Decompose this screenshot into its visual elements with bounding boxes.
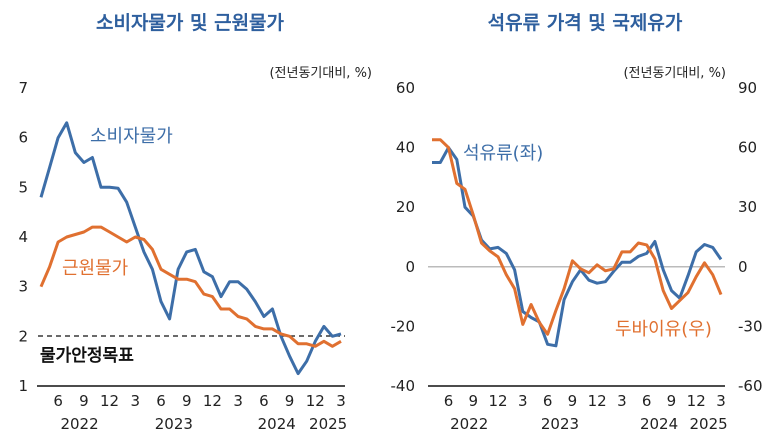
x-month-tick-label: 12 (687, 392, 706, 410)
x-month-tick-label: 9 (285, 392, 295, 410)
x-month-tick-label: 12 (100, 392, 119, 410)
x-month-tick-label: 3 (233, 392, 243, 410)
series-line-0-1 (39, 225, 342, 348)
x-month-tick-label: 6 (444, 392, 454, 410)
y-right-tick-label: 0 (738, 258, 748, 276)
x-month-tick-label: 12 (306, 392, 325, 410)
left-unit-label: (전년동기대비, %) (269, 66, 372, 81)
x-month-tick-label: 9 (182, 392, 192, 410)
x-month-tick-label: 3 (131, 392, 141, 410)
x-month-tick-label: 6 (259, 392, 269, 410)
x-month-tick-label: 6 (642, 392, 652, 410)
dubai-series-label: 두바이유(우) (615, 319, 712, 340)
y-tick-label: 5 (18, 178, 28, 196)
y-tick-label: 0 (405, 258, 415, 276)
y-right-tick-label: 60 (738, 139, 757, 157)
y-right-tick-label: -30 (738, 317, 763, 335)
x-month-tick-label: 12 (588, 392, 607, 410)
y-tick-label: 3 (18, 278, 28, 296)
y-tick-label: 2 (18, 327, 28, 345)
y-tick-label: 1 (18, 377, 28, 395)
x-month-tick-label: 3 (336, 392, 346, 410)
x-year-tick-label: 2024 (640, 415, 678, 433)
x-month-tick-label: 3 (617, 392, 627, 410)
x-year-tick-label: 2023 (541, 415, 579, 433)
core-series-label: 근원물가 (62, 258, 128, 279)
x-year-tick-label: 2022 (450, 415, 488, 433)
x-month-tick-label: 9 (667, 392, 677, 410)
y-right-tick-label: 30 (738, 198, 757, 216)
y-right-tick-label: -60 (738, 377, 763, 395)
y-tick-label: 4 (18, 228, 28, 246)
x-year-tick-label: 2024 (258, 415, 296, 433)
x-month-tick-label: 9 (568, 392, 578, 410)
right-chart-title: 석유류 가격 및 국제유가 (488, 12, 683, 34)
x-month-tick-label: 3 (716, 392, 726, 410)
x-year-tick-label: 2023 (155, 415, 193, 433)
y-tick-label: 60 (396, 79, 415, 97)
left-chart-title: 소비자물가 및 근원물가 (96, 12, 285, 34)
right-unit-label: (전년동기대비, %) (623, 66, 726, 81)
x-month-tick-label: 6 (156, 392, 166, 410)
petroleum-series-label: 석유류(좌) (463, 143, 543, 164)
x-month-tick-label: 9 (469, 392, 479, 410)
y-tick-label: 20 (396, 198, 415, 216)
x-year-tick-label: 2025 (690, 415, 728, 433)
y-tick-label: -40 (391, 377, 416, 395)
y-tick-label: 6 (18, 129, 28, 147)
x-year-tick-label: 2022 (60, 415, 98, 433)
x-month-tick-label: 12 (489, 392, 508, 410)
x-month-tick-label: 12 (203, 392, 222, 410)
y-right-tick-label: 90 (738, 79, 757, 97)
x-year-tick-label: 2025 (309, 415, 347, 433)
cpi-series-label: 소비자물가 (90, 126, 173, 147)
y-tick-label: 7 (18, 79, 28, 97)
target-label: 물가안정목표 (40, 346, 134, 366)
x-month-tick-label: 6 (543, 392, 553, 410)
x-month-tick-label: 9 (79, 392, 89, 410)
series-line-0-0 (39, 121, 342, 376)
series-line-1-0 (432, 146, 723, 348)
y-tick-label: 40 (396, 139, 415, 157)
x-month-tick-label: 3 (518, 392, 528, 410)
series-line-1-1 (432, 138, 723, 336)
y-tick-label: -20 (391, 317, 416, 335)
x-month-tick-label: 6 (53, 392, 63, 410)
